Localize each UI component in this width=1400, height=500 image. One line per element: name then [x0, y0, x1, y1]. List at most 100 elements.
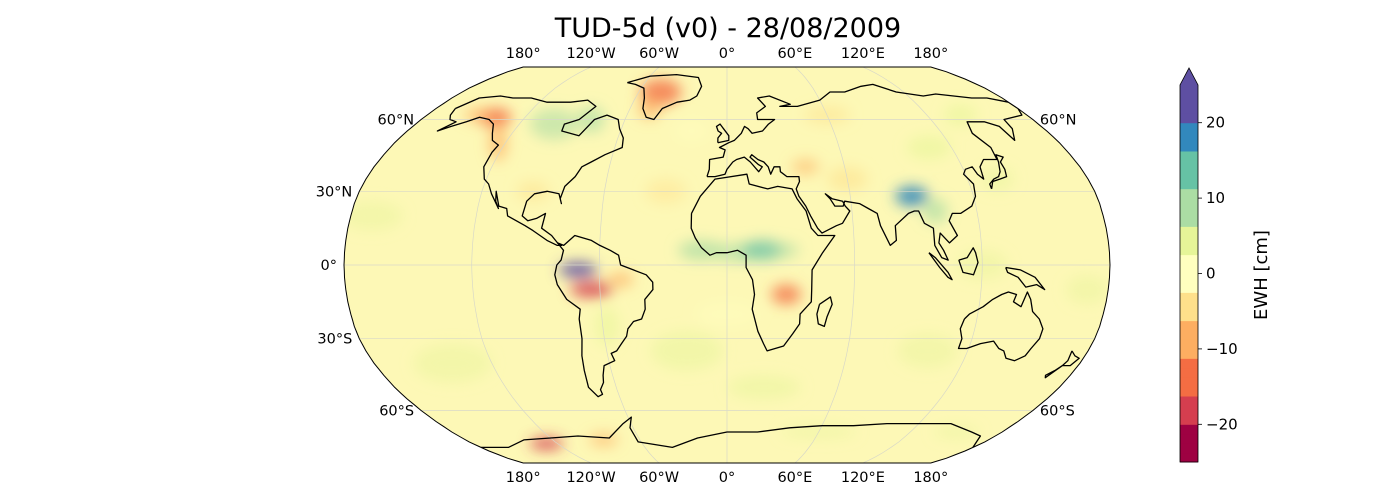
colorbar-swatch [1180, 424, 1198, 435]
colorbar-swatch [1180, 122, 1198, 133]
colorbar-swatch [1180, 367, 1198, 378]
colorbar-swatch [1180, 273, 1198, 284]
lon-tick-bottom: 120°W [566, 470, 615, 486]
colorbar-swatch [1180, 414, 1198, 425]
lat-tick-left: 0° [321, 258, 337, 274]
colorbar-label: EWH [cm] [1251, 230, 1272, 320]
lat-tick-left: 60°S [379, 404, 414, 420]
colorbar-swatch [1180, 358, 1198, 369]
colorbar-frame [1179, 67, 1199, 463]
colorbar-swatch [1180, 216, 1198, 227]
coastline [715, 123, 730, 144]
map-panel: 180° 180° 120°W 120°W 60°W 60°W 0° 0° 60°E 60°E 12… [316, 46, 1111, 486]
lat-tick-right: 60°S [1040, 404, 1075, 420]
coastlines [436, 73, 1080, 449]
lon-tick-bottom: 60°W [639, 470, 679, 486]
lat-tick-left: 30°S [317, 332, 352, 348]
colorbar-swatch [1180, 377, 1198, 388]
colorbar-swatch [1180, 179, 1198, 190]
colorbar-swatch [1180, 433, 1198, 444]
colorbar-swatch [1180, 169, 1198, 180]
colorbar-swatch [1180, 188, 1198, 199]
ewh-anomaly-blob [678, 240, 725, 261]
lon-tick-top: 60°E [777, 46, 812, 62]
ewh-anomaly-blob [933, 425, 980, 439]
colorbar-swatch [1180, 226, 1198, 237]
ewh-anomaly-blob [529, 108, 579, 140]
colorbar-tick-label: 20 [1206, 114, 1225, 132]
colorbar-swatch [1180, 132, 1198, 143]
coastline [436, 95, 624, 247]
lon-tick-bottom: 180° [913, 470, 948, 486]
ewh-anomaly-blob [906, 135, 952, 160]
axis-tick-labels: 180° 180° 120°W 120°W 60°W 60°W 0° 0° 60°E 60°E 12… [316, 46, 1077, 486]
globe-outline [343, 66, 1111, 464]
lat-tick-right: 60°N [1040, 113, 1077, 129]
lat-tick-left: 30°N [316, 184, 353, 200]
colorbar-swatch [1180, 330, 1198, 340]
colorbar-swatch [1180, 85, 1198, 95]
ewh-anomaly-blob [570, 282, 613, 297]
colorbar-swatch [1180, 339, 1198, 350]
ewh-anomaly-blob [897, 333, 958, 369]
ewh-anomaly-blob [727, 375, 801, 400]
colorbar-swatch [1180, 198, 1198, 209]
ewh-anomaly-blob [413, 343, 492, 383]
colorbar-tick-label: 10 [1206, 189, 1225, 207]
colorbar-swatch [1180, 245, 1198, 256]
lon-tick-top: 120°E [841, 46, 885, 62]
coastline [481, 416, 982, 449]
ewh-anomaly-blob [594, 306, 620, 346]
colorbar-swatch [1180, 160, 1198, 171]
colorbar-swatch [1180, 282, 1198, 293]
colorbar-swatch [1180, 235, 1198, 246]
coastline [989, 154, 1008, 190]
colorbar-tick-label: −20 [1206, 415, 1238, 433]
colorbar-ticks: 20 10 0 −10 −20 [1198, 114, 1238, 433]
coastline [627, 73, 703, 121]
colorbar-swatch [1180, 386, 1198, 397]
lon-tick-top: 0° [719, 46, 735, 62]
ewh-anomaly-blob [608, 272, 634, 288]
coastline [816, 296, 833, 328]
colorbar-swatch [1180, 113, 1198, 124]
ewh-anomaly-blob [741, 240, 785, 261]
colorbar-swatch [1180, 94, 1198, 105]
colorbar-swatch [1180, 452, 1198, 463]
colorbar-swatch [1180, 396, 1198, 406]
ewh-anomaly-blob [650, 331, 724, 371]
ewh-anomaly-blob [922, 198, 948, 224]
coastline [1005, 266, 1046, 291]
colorbar-tick-label: −10 [1206, 340, 1238, 358]
coastline [928, 252, 953, 281]
ewh-anomaly-blob [771, 284, 801, 305]
colorbar-swatch [1180, 405, 1198, 416]
ewh-anomaly-blob [895, 186, 929, 207]
colorbar-swatch [1180, 320, 1198, 331]
lon-tick-top: 180° [913, 46, 948, 62]
ewh-anomaly-blob [673, 119, 710, 143]
lon-tick-bottom: 0° [719, 470, 735, 486]
lon-tick-bottom: 60°E [777, 470, 812, 486]
lon-tick-bottom: 180° [506, 470, 541, 486]
ewh-anomaly-blob [1065, 274, 1109, 305]
lon-tick-top: 60°W [639, 46, 679, 62]
colorbar-swatch [1180, 292, 1198, 303]
colorbar-swatch [1180, 150, 1198, 161]
coastline [706, 83, 1023, 261]
colorbar-swatch [1180, 141, 1198, 152]
lon-tick-top: 120°W [566, 46, 615, 62]
ewh-anomaly-blob [589, 433, 619, 446]
ewh-anomaly-blob [943, 104, 977, 126]
colorbar-extend-tip [1180, 68, 1198, 85]
colorbar-swatch [1180, 264, 1198, 274]
colorbar-swatch [1180, 301, 1198, 312]
ewh-anomaly-blob [791, 159, 820, 175]
colorbar-swatch [1180, 207, 1198, 218]
colorbar-swatch [1180, 443, 1198, 454]
colorbar-swatches [1180, 68, 1198, 463]
ewh-anomaly-blob [344, 201, 404, 231]
coastline [690, 173, 836, 352]
lon-tick-top: 180° [506, 46, 541, 62]
